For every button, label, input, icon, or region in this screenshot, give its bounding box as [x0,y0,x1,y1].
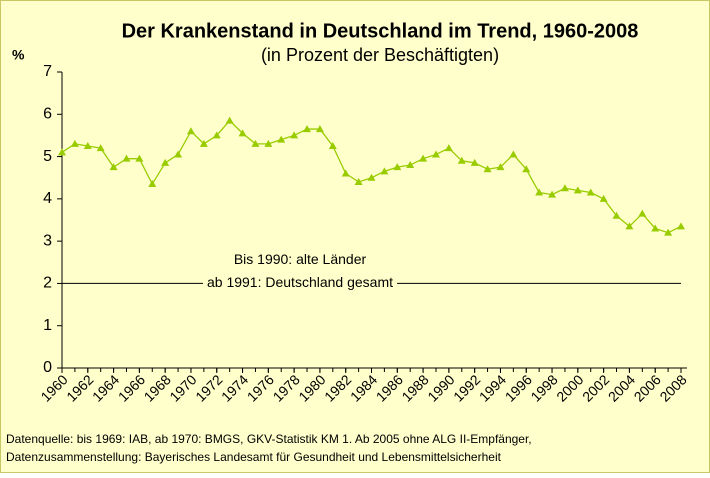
data-point [599,194,608,202]
data-point [251,139,260,147]
data-point [522,165,531,173]
data-point [393,163,402,171]
data-point [109,163,118,171]
data-point [122,154,131,162]
annotation: Bis 1990: alte Länder [234,251,367,267]
data-point [290,131,299,139]
data-point [573,186,582,194]
data-point [328,142,337,149]
data-point [457,156,466,164]
annotation: ab 1991: Deutschland gesamt [207,274,393,290]
data-point [277,135,286,143]
data-point [148,180,157,188]
data-point [483,165,492,173]
data-point [341,169,350,177]
y-tick-label: 1 [43,317,52,334]
data-point [238,129,247,137]
data-point [367,173,376,181]
data-point [431,150,440,158]
data-point [380,167,389,175]
data-point [315,125,324,133]
y-tick-label: 0 [43,359,52,376]
data-point [83,142,92,149]
data-point [586,188,595,196]
y-tick-label: 3 [43,232,52,249]
data-point [638,209,647,217]
data-point [225,116,234,124]
y-tick-label: 7 [43,63,52,80]
data-point [470,158,479,166]
y-tick-label: 2 [43,275,52,292]
data-point [354,177,363,185]
data-point [419,154,428,162]
data-point [677,222,685,230]
data-point [70,139,79,147]
data-point [303,125,312,133]
data-point [186,127,195,135]
y-tick-label: 6 [43,106,52,123]
data-point [496,163,505,171]
data-point [535,188,544,196]
data-point [612,211,621,219]
data-point [135,154,144,162]
data-point [58,148,66,156]
data-point [199,139,208,147]
data-point [406,161,415,169]
data-point [651,224,660,232]
data-point [560,184,569,192]
y-tick-label: 4 [43,190,52,207]
data-point [444,144,453,152]
data-point [174,150,183,158]
source-note: Datenquelle: bis 1969: IAB, ab 1970: BMG… [6,432,532,446]
data-point [509,150,518,158]
chart-subtitle: (in Prozent der Beschäftigten) [261,45,499,65]
data-point [212,131,221,139]
data-point [96,144,105,152]
data-point [548,190,557,198]
source-note: Datenzusammenstellung: Bayerisches Lande… [6,450,502,464]
data-point [664,228,673,236]
y-tick-label: 5 [43,148,52,165]
y-axis-label: % [12,47,25,63]
data-point [161,158,170,166]
data-point [264,139,273,147]
chart-title: Der Krankenstand in Deutschland im Trend… [122,20,639,42]
data-point [625,222,634,230]
